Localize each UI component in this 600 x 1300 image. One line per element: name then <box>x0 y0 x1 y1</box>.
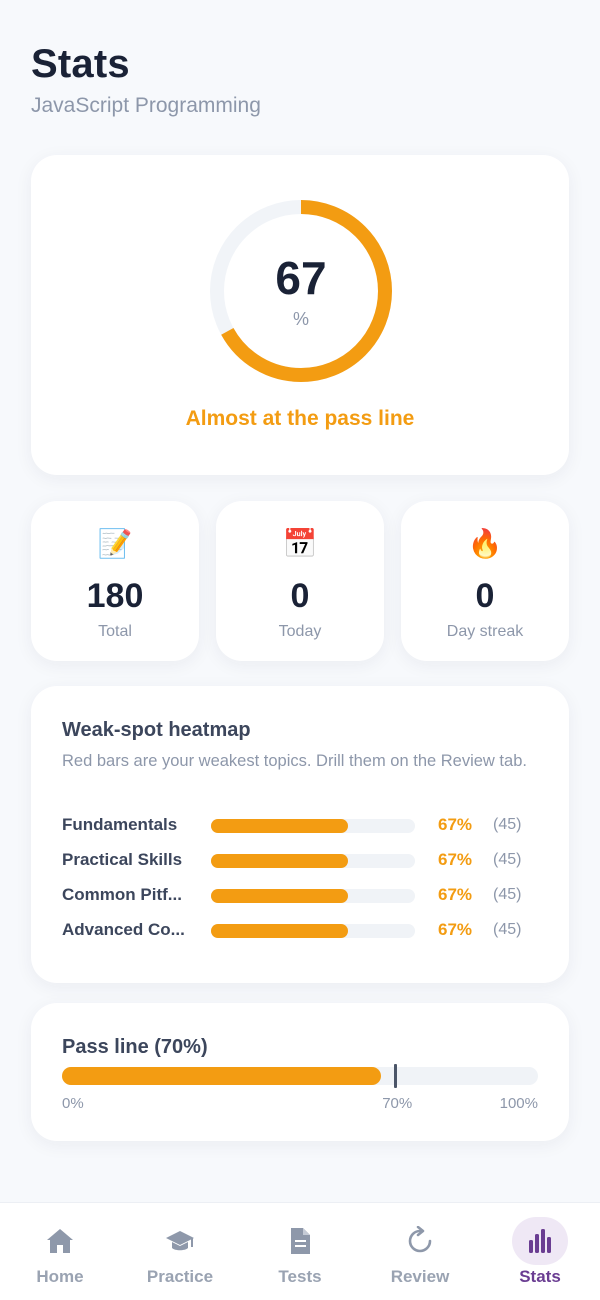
score-ring-progress <box>210 200 392 382</box>
heatmap-row[interactable]: Common Pitf... 67% (45) <box>62 883 542 907</box>
tab-practice[interactable]: Practice <box>138 1217 222 1289</box>
bar-chart-icon <box>512 1217 568 1265</box>
pass-tick-pass: 70% <box>382 1095 413 1112</box>
stat-card-today: 📅 0 Today <box>216 501 384 661</box>
heatmap-row[interactable]: Fundamentals 67% (45) <box>62 813 542 837</box>
heatmap-card: Weak-spot heatmap Red bars are your weak… <box>31 686 569 983</box>
topic-name: Common Pitf... <box>62 885 182 904</box>
stat-card-total: 📝 180 Total <box>31 501 199 661</box>
tab-tests[interactable]: Tests <box>258 1217 342 1289</box>
stat-value: 0 <box>475 577 495 615</box>
tab-review[interactable]: Review <box>378 1217 462 1289</box>
tab-label: Stats <box>519 1267 561 1286</box>
topic-bar-fill <box>211 924 348 938</box>
home-icon <box>32 1217 88 1265</box>
pass-line-fill <box>62 1067 381 1085</box>
bottom-tab-bar: Home Practice Tests <box>0 1202 600 1300</box>
topic-percent: 67% <box>438 850 473 869</box>
topic-bar-fill <box>211 819 348 833</box>
tab-label: Practice <box>146 1267 214 1286</box>
tab-label: Home <box>36 1267 84 1286</box>
page-subtitle: JavaScript Programming <box>31 94 261 117</box>
topic-count: (45) <box>493 851 522 868</box>
page-title: Stats <box>31 42 130 86</box>
topic-bar-track <box>211 854 415 868</box>
topic-count: (45) <box>493 886 522 903</box>
pass-line-title: Pass line (70%) <box>62 1036 208 1058</box>
pass-line-card: Pass line (70%) 0% 70% 100% <box>31 1003 569 1141</box>
tab-label: Review <box>390 1267 450 1286</box>
topic-bar-track <box>211 924 415 938</box>
topic-name: Fundamentals <box>62 815 178 834</box>
stat-value: 0 <box>290 577 310 615</box>
pass-line-marker <box>393 1064 397 1088</box>
heatmap-row[interactable]: Advanced Co... 67% (45) <box>62 918 542 942</box>
stat-label: Day streak <box>446 623 524 640</box>
heatmap-title: Weak-spot heatmap <box>62 719 251 741</box>
refresh-icon <box>392 1217 448 1265</box>
score-ring-graphic <box>210 200 392 382</box>
topic-name: Advanced Co... <box>62 920 185 939</box>
score-message: Almost at the pass line <box>185 407 415 430</box>
topic-name: Practical Skills <box>62 850 183 869</box>
topic-bar-fill <box>211 854 348 868</box>
tab-stats[interactable]: Stats <box>498 1217 582 1289</box>
stat-label: Today <box>278 623 322 640</box>
topic-bar-fill <box>211 889 348 903</box>
topic-count: (45) <box>493 816 522 833</box>
heatmap-row[interactable]: Practical Skills 67% (45) <box>62 848 542 872</box>
memo-icon: 📝 <box>97 528 133 559</box>
score-card: 67 % Almost at the pass line <box>31 155 569 475</box>
document-icon <box>272 1217 328 1265</box>
topic-bar-track <box>211 889 415 903</box>
heatmap-description: Red bars are your weakest topics. Drill … <box>62 752 527 770</box>
stat-label: Total <box>98 623 132 640</box>
topic-percent: 67% <box>438 920 473 939</box>
pass-line-track <box>62 1064 538 1088</box>
score-value: 67 <box>275 252 327 304</box>
page-header: Stats JavaScript Programming <box>31 40 261 118</box>
topic-count: (45) <box>493 921 522 938</box>
topic-bar-track <box>211 819 415 833</box>
tab-label: Tests <box>278 1267 322 1286</box>
score-ring: 67 % <box>209 199 393 383</box>
pass-tick-end: 100% <box>499 1095 538 1112</box>
calendar-icon: 📅 <box>282 528 318 559</box>
topic-percent: 67% <box>438 815 473 834</box>
stat-card-streak: 🔥 0 Day streak <box>401 501 569 661</box>
topic-percent: 67% <box>438 885 473 904</box>
stat-value: 180 <box>86 577 144 615</box>
tab-home[interactable]: Home <box>18 1217 102 1289</box>
score-unit: % <box>292 309 309 329</box>
pass-tick-start: 0% <box>62 1095 84 1112</box>
graduation-cap-icon <box>152 1217 208 1265</box>
fire-icon: 🔥 <box>467 528 503 559</box>
